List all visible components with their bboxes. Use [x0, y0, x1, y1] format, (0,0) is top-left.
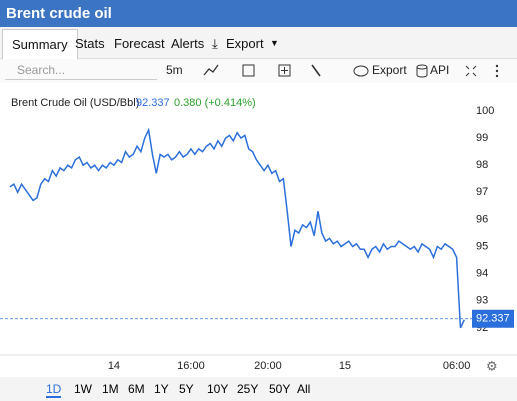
- search-box[interactable]: Search...: [5, 61, 157, 80]
- tab[interactable]: Stats: [75, 36, 105, 51]
- legend-name: Brent Crude Oil (USD/Bbl): [11, 97, 139, 109]
- range-option[interactable]: 1M: [102, 382, 119, 396]
- price-line: [9, 127, 465, 329]
- y-tick-label: 95: [476, 240, 488, 252]
- y-tick-label: 93: [476, 295, 488, 307]
- menu-dot: [495, 74, 499, 78]
- add-icon[interactable]: [278, 64, 291, 77]
- db-icon[interactable]: [416, 64, 428, 70]
- range-option[interactable]: 25Y: [237, 382, 259, 396]
- x-tick-label: 14: [108, 360, 120, 372]
- chart: Brent Crude Oil (USD/Bbl) 92.337 0.380 (…: [0, 97, 517, 373]
- menu-dot: [495, 69, 499, 73]
- last-price-tag: [472, 309, 514, 328]
- y-tick-label: 96: [476, 213, 488, 225]
- y-tick-label: 98: [476, 159, 488, 171]
- tab-bar: Summary Stats Forecast Alerts ⤓ Export ▼: [0, 27, 517, 59]
- toolbar-icons: [203, 64, 499, 78]
- tab[interactable]: Alerts: [171, 36, 205, 51]
- range-option[interactable]: All: [297, 382, 311, 396]
- dropdown-arrow: ▼: [270, 38, 279, 48]
- x-tick-label: 06:00: [443, 360, 471, 372]
- line-icon[interactable]: [203, 64, 219, 76]
- last-price-label: 92.337: [476, 313, 510, 325]
- header-title: Brent crude oil: [6, 5, 112, 22]
- tab[interactable]: Summary: [2, 29, 78, 59]
- x-tick-label: 16:00: [177, 360, 205, 372]
- range-option[interactable]: 1Y: [154, 382, 169, 396]
- api-button[interactable]: API: [430, 63, 450, 77]
- wrench-icon[interactable]: [311, 64, 321, 77]
- x-tick-label: 15: [339, 360, 351, 372]
- export-icon: ⤓: [212, 36, 218, 51]
- range-option[interactable]: 50Y: [269, 382, 291, 396]
- tab[interactable]: Export: [226, 36, 264, 51]
- fullscreen-icon[interactable]: [465, 65, 477, 77]
- export-button[interactable]: Export: [372, 63, 407, 77]
- plus: [281, 67, 288, 74]
- y-tick-label: 99: [476, 132, 488, 144]
- db-body: [416, 67, 428, 78]
- range-option[interactable]: 5Y: [179, 382, 194, 396]
- menu-dot[interactable]: [495, 64, 499, 68]
- range-option[interactable]: 1D: [46, 382, 62, 398]
- x-tick-label: 20:00: [254, 360, 282, 372]
- y-tick-label: 94: [476, 268, 488, 280]
- y-tick-label: 97: [476, 186, 488, 198]
- toolbar: Search... 5m Export API: [0, 59, 517, 83]
- range-option[interactable]: 10Y: [207, 382, 229, 396]
- calendar-icon[interactable]: [242, 64, 255, 77]
- interval[interactable]: 5m: [166, 63, 183, 77]
- range-bar: 1D 1W 1M 6M 1Y 5Y 10Y 25Y 50Y All: [0, 377, 517, 401]
- y-tick-label: 100: [476, 105, 494, 117]
- cloud-icon[interactable]: [353, 65, 369, 77]
- settings-icon[interactable]: ⚙: [486, 358, 498, 373]
- tab[interactable]: Forecast: [114, 36, 165, 51]
- range-option[interactable]: 6M: [128, 382, 145, 396]
- header: Brent crude oil: [0, 0, 517, 27]
- legend-change: 0.380 (+0.414%): [174, 97, 256, 109]
- legend-last: 92.337: [136, 97, 170, 109]
- range-option[interactable]: 1W: [74, 382, 92, 396]
